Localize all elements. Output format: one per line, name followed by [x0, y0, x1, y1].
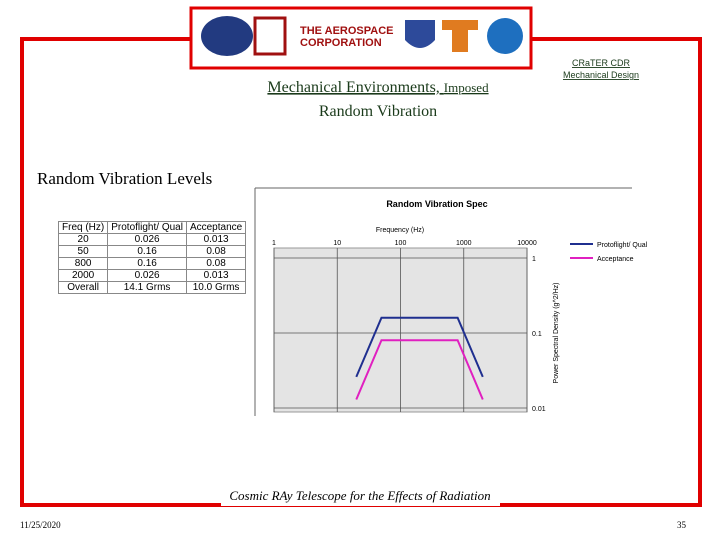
table-cell: Freq (Hz)	[57, 221, 109, 234]
table-row: Overall 14.1 Grms 10.0 Grms	[57, 281, 247, 294]
table-cell: 800	[57, 257, 109, 270]
table-cell: Protoflight/ Qual	[107, 221, 187, 234]
legend-label: Acceptance	[597, 256, 634, 263]
series-line	[355, 339, 484, 400]
x-tick-label: 100	[395, 240, 407, 247]
logo-noaa	[487, 18, 523, 54]
logo-text: THE AEROSPACE	[300, 25, 394, 37]
table-cell: 10.0 Grms	[185, 281, 247, 294]
logo-emblem	[253, 16, 287, 56]
y-tick-label: 0.01	[532, 406, 546, 413]
table-row: 2000 0.026 0.013	[57, 269, 247, 282]
logo-ut	[442, 20, 478, 52]
title-suffix: Imposed	[444, 80, 489, 95]
footer-date: 11/25/2020	[20, 520, 61, 530]
legend-label: Protoflight/ Qual	[597, 242, 648, 249]
page-number: 35	[677, 520, 687, 530]
slide-title: Mechanical Environments, Imposed	[267, 79, 489, 96]
y-axis-label: Power Spectral Density (g^2/Hz)	[553, 283, 560, 384]
x-tick-label: 1000	[456, 240, 472, 247]
title-part: Mechanical Environments,	[267, 79, 443, 96]
table-row: 20 0.026 0.013	[57, 233, 247, 246]
table-cell: 14.1 Grms	[107, 281, 187, 294]
logo-aerospace	[293, 24, 399, 50]
logo-shield	[405, 20, 435, 48]
table-cell: Acceptance	[185, 221, 247, 234]
table-row: 50 0.16 0.08	[57, 245, 247, 258]
y-tick-label: 0.1	[532, 331, 542, 338]
table-cell: 0.013	[185, 233, 247, 246]
logo-nasa	[201, 16, 253, 56]
table-cell: 20	[57, 233, 109, 246]
x-axis-label: Frequency (Hz)	[376, 227, 424, 234]
table-cell: 0.026	[107, 233, 187, 246]
section-heading: Random Vibration Levels	[37, 169, 212, 188]
table-cell: 0.08	[185, 245, 247, 258]
slide-title: Random Vibration	[319, 103, 437, 120]
series-line	[355, 316, 484, 378]
table-cell: 2000	[57, 269, 109, 282]
table-cell: 50	[57, 245, 109, 258]
footer-tagline: Cosmic RAy Telescope for the Effects of …	[229, 488, 490, 503]
chart-title: Random Vibration Spec	[386, 199, 487, 209]
x-tick-label: 10000	[517, 240, 537, 247]
table-cell: 0.08	[185, 257, 247, 270]
spec-table: Freq (Hz) Protoflight/ Qual Acceptance 20 0.…	[57, 221, 247, 294]
corner-note: CRaTER CDR	[572, 58, 631, 68]
table-cell: 0.026	[107, 269, 187, 282]
table-cell: 0.16	[107, 245, 187, 258]
table-header: Freq (Hz) Protoflight/ Qual Acceptance	[57, 221, 247, 234]
chart: Random Vibration Spec Frequency (Hz) Power…	[254, 187, 648, 416]
table-cell: 0.16	[107, 257, 187, 270]
footer-box	[221, 484, 500, 506]
x-tick-label: 1	[272, 240, 276, 247]
logo-text: CORPORATION	[300, 37, 382, 49]
table-row: 800 0.16 0.08	[57, 257, 247, 270]
x-tick-label: 10	[333, 240, 341, 247]
table-cell: 0.013	[185, 269, 247, 282]
corner-note: Mechanical Design	[563, 70, 639, 80]
table-cell: Overall	[57, 281, 109, 294]
y-tick-label: 1	[532, 256, 536, 263]
